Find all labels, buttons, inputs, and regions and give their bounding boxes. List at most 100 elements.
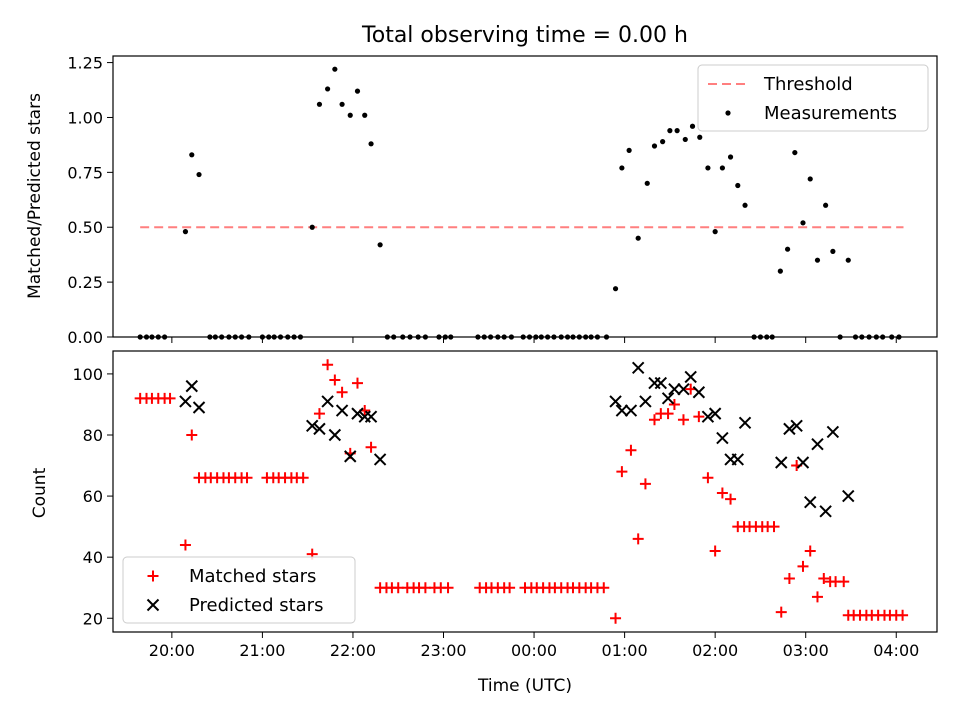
top-panel-measurements: 0.00 0.25 0.50 0.75 1.00 1.25 Threshold Measure… <box>67 54 938 347</box>
matched-star-point <box>313 408 325 420</box>
matched-star-point <box>693 411 705 423</box>
measurement-point <box>777 268 783 274</box>
x-axis-label: Time (UTC) <box>477 676 572 696</box>
matched-star-point <box>797 560 809 572</box>
matched-star-point <box>716 487 728 499</box>
matched-star-point <box>897 609 909 621</box>
y-tick-label: 1.00 <box>67 108 103 127</box>
matched-star-point <box>179 539 191 551</box>
matched-star-point <box>351 377 363 389</box>
measurement-point <box>845 257 851 263</box>
matched-star-point <box>783 573 795 585</box>
x-tick-label: 03:00 <box>783 641 829 660</box>
predicted-star-point <box>716 431 729 445</box>
measurement-point <box>339 101 345 107</box>
measurement-point <box>316 101 323 107</box>
legend-box <box>697 64 929 132</box>
predicted-star-point <box>639 395 652 408</box>
axes-frame <box>112 55 938 338</box>
y-tick-label: 0.25 <box>67 273 103 292</box>
matched-star-point <box>442 582 454 594</box>
matched-star-point <box>685 383 697 395</box>
predicted-star-point <box>677 382 690 396</box>
predicted-star-point <box>842 489 855 503</box>
matched-star-point <box>725 493 737 505</box>
matched-star-point <box>616 466 628 478</box>
matched-star-point <box>336 386 348 398</box>
matched-star-point <box>662 408 674 420</box>
measurement-point <box>682 136 688 143</box>
matched-star-point <box>768 521 780 533</box>
measurement-point <box>719 165 725 171</box>
predicted-star-point <box>796 456 810 469</box>
predicted-star-point <box>615 404 629 417</box>
x-tick-label: 01:00 <box>602 641 648 660</box>
legend-matched-swatch <box>147 570 159 582</box>
y-tick-label: 0.50 <box>67 218 103 237</box>
predicted-star-point <box>364 410 378 423</box>
legend-box <box>122 556 356 624</box>
matched-star-point <box>639 478 651 490</box>
measurement-point <box>823 202 829 208</box>
legend-label: Predicted stars <box>189 595 323 616</box>
measurement-point <box>689 123 696 129</box>
predicted-star-point <box>826 425 840 439</box>
predicted-star-point <box>819 505 832 518</box>
predicted-star-point <box>783 422 796 436</box>
measurement-point <box>368 141 374 147</box>
legend-label: Measurements <box>764 103 897 124</box>
measurement-point <box>196 171 202 178</box>
y-tick-label: 0.75 <box>67 163 103 182</box>
predicted-star-point <box>351 407 364 420</box>
matched-star-point <box>598 582 610 594</box>
measurement-point <box>651 143 658 149</box>
matched-star-point <box>668 398 680 410</box>
measurement-point <box>742 202 748 208</box>
measurement-point <box>727 154 734 160</box>
legend: Threshold Measurements <box>697 64 929 132</box>
matched-star-point <box>648 414 660 426</box>
predicted-star-point <box>811 437 824 451</box>
y-tick-label: 40 <box>83 548 103 567</box>
predicted-star-point <box>631 361 645 375</box>
x-tick-label: 20:00 <box>149 641 195 660</box>
matched-star-point <box>811 591 823 603</box>
matched-star-point <box>702 472 714 484</box>
predicted-star-point <box>654 376 668 390</box>
predicted-star-point <box>701 410 715 423</box>
x-tick-label: 21:00 <box>239 641 285 660</box>
matched-star-point <box>838 576 850 588</box>
predicted-star-point <box>185 379 198 393</box>
measurement-point <box>309 224 315 230</box>
x-tick-label: 04:00 <box>873 641 919 660</box>
measurement-point <box>189 152 195 158</box>
measurement-point <box>792 149 798 156</box>
bottom-panel-counts: 20:00 21:00 22:00 23:00 00:00 01:00 02:00 03:00… <box>72 350 938 660</box>
matched-star-point <box>709 545 721 557</box>
predicted-star-point <box>775 456 788 469</box>
y-tick-label: 100 <box>72 365 103 384</box>
x-tick-label: 23:00 <box>420 641 466 660</box>
predicted-star-point <box>179 395 192 408</box>
x-tick-label: 00:00 <box>511 641 557 660</box>
matched-star-point <box>329 374 341 386</box>
matched-star-point <box>504 582 516 594</box>
legend-measurement-swatch <box>725 110 731 116</box>
y-tick-label: 80 <box>83 426 103 445</box>
measurement-point <box>807 176 813 182</box>
predicted-star-point <box>692 386 706 399</box>
legend-label: Matched stars <box>189 566 316 587</box>
measurement-point <box>626 147 632 153</box>
y-tick-label: 1.25 <box>67 54 103 73</box>
predicted-star-point <box>313 422 326 436</box>
matched-star-point <box>625 444 637 456</box>
measurement-point <box>332 66 338 72</box>
measurement-point <box>697 134 703 140</box>
matched-star-point <box>610 612 622 624</box>
x-tick-label: 22:00 <box>330 641 376 660</box>
matched-star-point <box>365 441 377 453</box>
measurement-point <box>635 235 641 241</box>
predicted-star-point <box>609 395 622 408</box>
measurement-point <box>667 128 673 134</box>
